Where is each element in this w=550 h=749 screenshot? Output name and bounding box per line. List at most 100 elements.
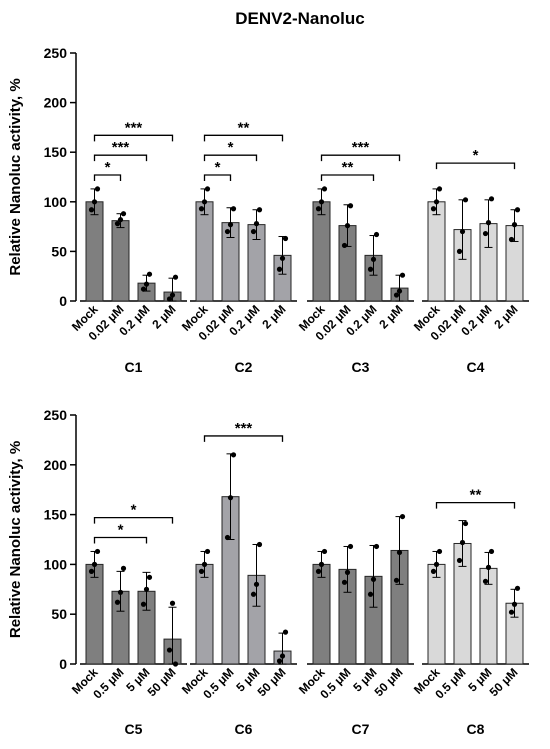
data-point [279,255,286,261]
data-point [399,272,406,278]
chart-panel-bottom: 0 50 100 150 200 250 Relative Nanoluc activity… [7,407,529,737]
data-point [482,230,489,237]
significance-bracket [203,134,284,142]
data-point [224,228,231,235]
significance-bracket [203,174,232,182]
significance-bracket [93,134,174,142]
group-label: C2 [235,359,253,375]
significance-label: *** [125,119,143,136]
data-point [459,228,466,235]
data-point [482,578,489,584]
data-point [318,199,325,205]
data-point [459,539,466,546]
significance-label: *** [352,139,370,156]
data-point [433,561,440,568]
data-point [436,186,443,192]
data-point [367,266,374,272]
data-point [140,601,147,607]
data-point [204,186,211,192]
data-point [172,274,179,280]
data-point [230,206,237,212]
y-tick-label: 0 [59,293,67,309]
significance-bracket [320,154,401,162]
significance-bracket [435,501,516,509]
data-point [456,557,463,564]
data-point [344,223,351,229]
data-point [393,292,400,298]
y-tick-label: 150 [44,144,68,160]
data-point [508,236,515,243]
significance-bracket [93,536,148,544]
data-point [341,579,348,585]
data-point [94,548,101,555]
data-point [344,569,351,575]
data-point [256,207,263,213]
data-point [347,203,354,209]
x-tick-label: 2 μM [491,302,520,331]
significance-label: * [105,159,111,176]
data-point [114,221,121,227]
bar [312,201,331,302]
data-point [321,548,328,555]
data-point [436,548,443,555]
group-label: C1 [125,359,143,375]
data-point [508,609,515,615]
data-point [88,568,95,574]
data-point [224,534,231,541]
significance-label: * [228,139,234,156]
data-point [198,568,205,574]
group-label: C3 [352,359,370,375]
data-point [230,452,237,458]
data-point [430,568,437,574]
figure-title: DENV2-Nanoluc [235,9,364,28]
data-point [227,495,234,501]
data-point [88,207,95,213]
x-tick-label: 2 μM [376,302,405,331]
y-axis-label: Relative Nanoluc activity, % [7,441,24,638]
data-point [321,186,328,192]
data-point [169,600,176,606]
data-point [91,199,98,205]
significance-label: * [118,522,124,539]
bar [85,563,104,665]
data-point [140,286,147,292]
significance-bracket [203,435,284,442]
group-label: C8 [467,721,485,737]
data-point [279,653,286,659]
y-tick-label: 100 [44,194,68,210]
data-point [318,561,325,568]
x-tick-label: 50 μM [255,665,289,699]
data-point [204,548,211,555]
y-tick-label: 200 [44,95,68,111]
data-point [120,211,127,217]
data-point [396,549,403,556]
data-point [282,629,289,635]
data-point [456,248,463,254]
data-point [341,242,348,249]
x-tick-label: 50 μM [145,665,179,699]
y-tick-label: 50 [51,606,67,622]
bar [85,201,104,302]
significance-label: * [215,159,221,176]
bar [427,563,446,665]
significance-label: * [131,502,137,519]
significance-label: ** [342,159,354,176]
data-point [253,581,260,587]
data-point [462,197,469,203]
bar [195,563,214,665]
data-point [227,222,234,228]
data-point [511,601,518,607]
data-point [514,207,521,213]
data-point [94,186,101,192]
data-point [250,228,257,235]
data-point [256,541,263,548]
data-point [315,206,322,212]
y-tick-label: 250 [44,407,68,423]
significance-label: ** [238,119,250,136]
data-point [143,281,150,287]
data-point [511,222,518,228]
y-tick-label: 200 [44,457,68,473]
data-point [201,561,208,568]
data-point [166,647,173,653]
